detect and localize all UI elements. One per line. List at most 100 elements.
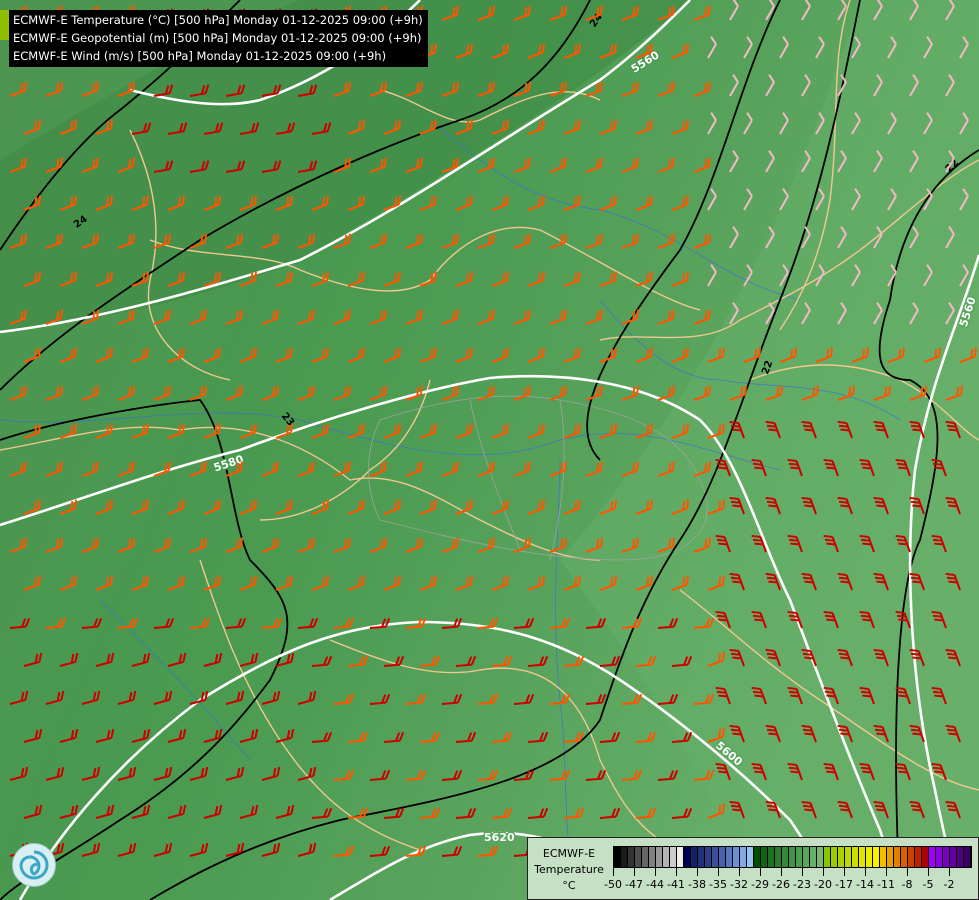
wind-barb [693, 309, 712, 325]
color-swatch [859, 847, 866, 867]
color-swatch [845, 847, 852, 867]
wind-barb [931, 762, 947, 781]
wind-barb [909, 150, 919, 173]
wind-barb [837, 150, 847, 173]
wind-barb [117, 842, 137, 857]
wind-barb [491, 43, 510, 59]
color-bar [613, 846, 972, 868]
wind-barb [239, 195, 258, 211]
wind-barb [765, 572, 781, 591]
wind-barb [477, 309, 496, 325]
wind-barb [837, 385, 856, 401]
wind-barb [715, 686, 731, 705]
wind-barb [751, 610, 767, 629]
wind-barb [823, 610, 839, 629]
color-swatch [698, 847, 705, 867]
wind-barb [765, 302, 775, 325]
tick-mark [655, 868, 656, 876]
wind-barb [491, 423, 510, 439]
wind-barb [585, 81, 604, 97]
color-swatch [908, 847, 915, 867]
wind-barb [117, 157, 136, 173]
wind-barb [23, 804, 43, 819]
wind-barb [131, 575, 150, 591]
wind-barb [9, 309, 28, 325]
wind-barb [59, 499, 78, 515]
wind-barb [657, 81, 676, 97]
wind-barb [599, 195, 618, 211]
wind-barb [693, 537, 712, 553]
wind-barb [203, 122, 224, 135]
wind-barb [23, 652, 43, 667]
wind-barb [275, 271, 294, 287]
wind-barb [9, 81, 28, 97]
color-swatch [768, 847, 775, 867]
wind-barb [707, 651, 726, 667]
wind-barb [671, 271, 690, 287]
wind-barb [895, 686, 911, 705]
wind-barb [275, 804, 295, 819]
wind-barb [945, 800, 961, 819]
tick-label: -38 [688, 878, 706, 891]
wind-barb [751, 534, 767, 553]
wind-barb [311, 499, 330, 515]
wind-barb [261, 690, 281, 705]
wind-barb [491, 195, 510, 211]
wind-barb [23, 575, 42, 591]
wind-barb [333, 537, 352, 553]
wind-barb [167, 122, 188, 135]
wind-barb [931, 458, 947, 477]
wind-barb [513, 537, 532, 553]
color-swatch [873, 847, 880, 867]
wind-barb [81, 617, 103, 629]
wind-barb [779, 347, 798, 363]
wind-barb [895, 458, 911, 477]
wind-barb [743, 347, 762, 363]
color-swatch [964, 847, 971, 867]
color-swatch [670, 847, 677, 867]
color-swatch [705, 847, 712, 867]
wind-barb [527, 575, 546, 591]
color-swatch [621, 847, 628, 867]
wind-barb [275, 575, 294, 591]
wind-barb [621, 157, 640, 173]
wind-barb [491, 271, 510, 287]
color-swatch [880, 847, 887, 867]
wind-barb [261, 461, 280, 477]
wind-barb [693, 5, 712, 21]
wind-barb [153, 309, 172, 325]
wind-barb [909, 496, 925, 515]
color-swatch [726, 847, 733, 867]
wind-barb [873, 572, 889, 591]
wind-barb [95, 804, 115, 819]
wind-barb [189, 309, 208, 325]
wind-barb [419, 499, 438, 515]
wind-barb [823, 534, 839, 553]
wind-barb [59, 423, 78, 439]
wind-barb [635, 119, 654, 135]
wind-barb [635, 195, 654, 211]
wind-barb [117, 537, 136, 553]
wind-barb [549, 769, 571, 781]
wind-barb [729, 420, 745, 439]
color-swatch [887, 847, 894, 867]
wind-barb [383, 423, 402, 439]
wind-barb [743, 36, 753, 59]
wind-barb [729, 724, 745, 743]
wind-barb [311, 655, 333, 667]
wind-barb [527, 119, 546, 135]
wind-barb [59, 347, 78, 363]
wind-barb [635, 271, 654, 287]
wind-barb [477, 233, 496, 249]
tick-label: -20 [814, 878, 832, 891]
wind-barb [167, 195, 186, 211]
wind-barb [923, 264, 933, 287]
wind-barb [563, 731, 585, 743]
wind-barb [333, 617, 355, 629]
wind-barb [729, 0, 739, 21]
wind-barb [117, 690, 137, 705]
color-swatch [838, 847, 845, 867]
color-swatch [789, 847, 796, 867]
wind-barb [585, 617, 607, 629]
